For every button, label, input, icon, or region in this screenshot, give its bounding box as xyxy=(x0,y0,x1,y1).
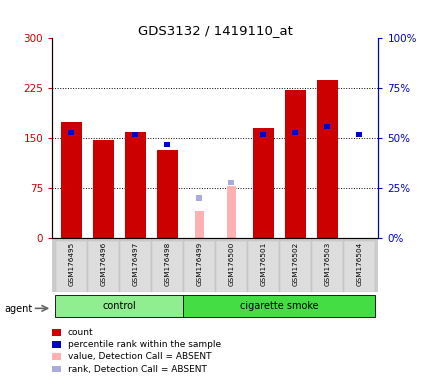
Bar xyxy=(292,129,298,135)
Bar xyxy=(355,132,362,137)
Text: percentile rank within the sample: percentile rank within the sample xyxy=(67,340,220,349)
Bar xyxy=(284,90,305,238)
Text: GSM176504: GSM176504 xyxy=(355,242,362,286)
Text: GSM176498: GSM176498 xyxy=(164,242,170,286)
Bar xyxy=(194,212,204,238)
Text: value, Detection Call = ABSENT: value, Detection Call = ABSENT xyxy=(67,352,210,361)
Text: count: count xyxy=(67,328,93,337)
Bar xyxy=(88,241,118,292)
Text: GSM176503: GSM176503 xyxy=(323,242,329,286)
Bar xyxy=(164,142,170,147)
Bar xyxy=(68,129,74,135)
Bar xyxy=(56,241,86,292)
Text: agent: agent xyxy=(4,304,33,314)
Bar xyxy=(279,241,310,292)
Bar xyxy=(215,241,246,292)
Bar xyxy=(184,241,214,292)
Text: cigarette smoke: cigarette smoke xyxy=(240,301,318,311)
Bar xyxy=(183,295,375,317)
Title: GDS3132 / 1419110_at: GDS3132 / 1419110_at xyxy=(138,24,292,37)
Bar xyxy=(247,241,278,292)
Bar xyxy=(125,132,145,238)
Bar xyxy=(252,128,273,238)
Bar xyxy=(132,132,138,137)
Text: control: control xyxy=(102,301,136,311)
Text: GSM176501: GSM176501 xyxy=(260,242,266,286)
Bar xyxy=(157,150,178,238)
Text: rank, Detection Call = ABSENT: rank, Detection Call = ABSENT xyxy=(67,364,206,374)
Text: GSM176497: GSM176497 xyxy=(132,242,138,286)
Text: GSM176495: GSM176495 xyxy=(68,242,74,286)
Bar xyxy=(343,241,374,292)
Text: GSM176496: GSM176496 xyxy=(100,242,106,286)
Bar xyxy=(228,179,233,185)
Bar xyxy=(226,186,236,238)
Bar xyxy=(55,295,183,317)
Text: GSM176499: GSM176499 xyxy=(196,242,202,286)
Bar xyxy=(120,241,150,292)
Bar xyxy=(260,132,266,137)
Bar xyxy=(196,195,202,201)
Bar xyxy=(316,79,337,238)
Text: GSM176500: GSM176500 xyxy=(228,242,234,286)
Bar xyxy=(93,139,114,238)
Bar xyxy=(151,241,182,292)
Bar xyxy=(324,124,329,129)
Text: GSM176502: GSM176502 xyxy=(292,242,298,286)
Bar xyxy=(311,241,342,292)
Bar xyxy=(61,122,82,238)
